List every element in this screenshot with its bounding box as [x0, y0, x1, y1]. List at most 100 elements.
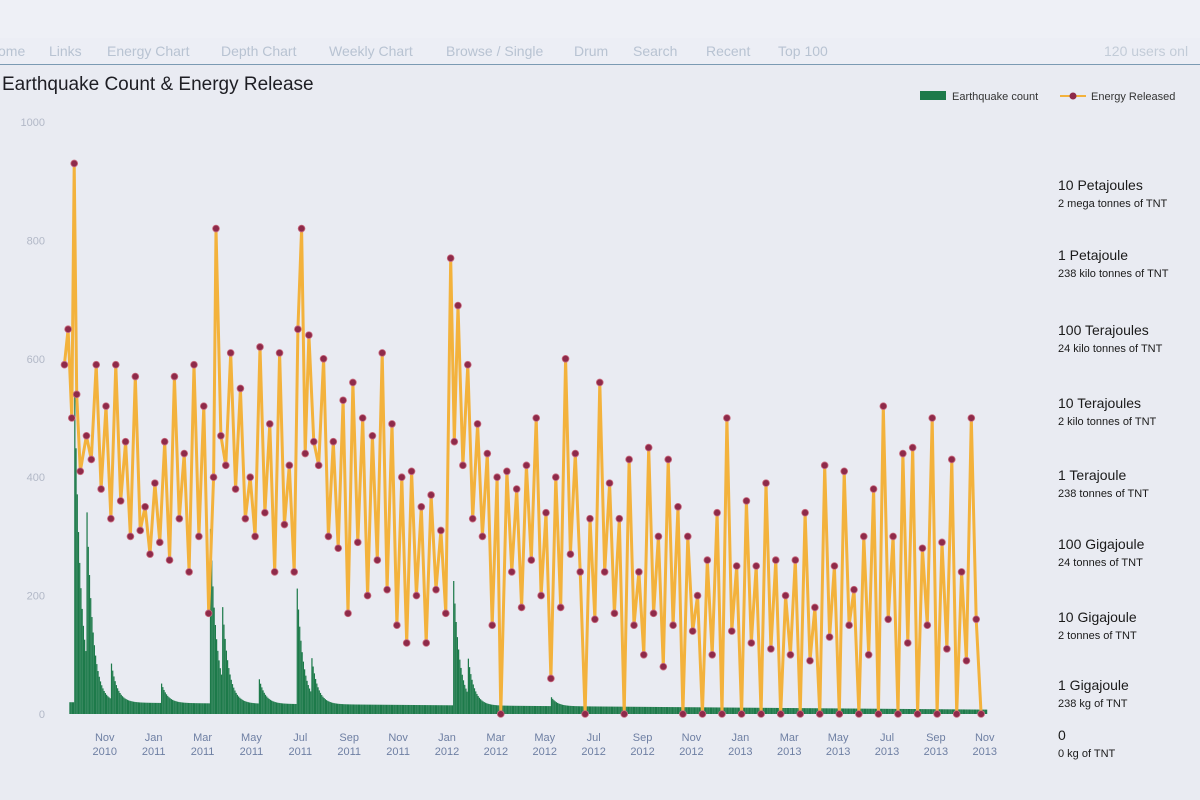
energy-point [542, 508, 550, 517]
energy-axis-tnt-label: 238 kilo tonnes of TNT [1058, 268, 1169, 280]
count-bar [927, 709, 929, 714]
count-bar [352, 704, 355, 714]
nav-recent-link[interactable]: Recent [706, 43, 751, 59]
count-bar [359, 704, 361, 714]
count-bar [901, 708, 903, 714]
nav-search-link[interactable]: Search [633, 43, 678, 59]
count-bar [889, 708, 891, 714]
energy-point [947, 455, 956, 464]
energy-point [620, 710, 629, 718]
count-bar [547, 706, 549, 714]
count-bar [278, 702, 280, 714]
nav-links-link[interactable]: Links [49, 43, 82, 59]
count-bar [913, 709, 916, 714]
count-bar [484, 702, 487, 714]
count-bar [184, 702, 186, 714]
nav-drum-link[interactable]: Drum [574, 43, 609, 59]
nav-weekly-chart-link[interactable]: Weekly Chart [329, 43, 413, 59]
count-bar [196, 703, 198, 714]
energy-point [962, 656, 971, 665]
count-bar [434, 705, 436, 714]
x-tick-year-label: 2013 [728, 746, 752, 758]
count-bar [671, 707, 674, 714]
nav-home-link[interactable]: ome [0, 43, 26, 59]
nav-top-100-link[interactable]: Top 100 [778, 43, 828, 59]
count-bar [421, 705, 423, 714]
count-bar [355, 704, 357, 714]
legend-count-swatch [920, 91, 946, 100]
count-bar [834, 708, 836, 714]
count-bar [107, 696, 109, 714]
x-tick-month-label: Jan [145, 732, 163, 744]
energy-point [92, 360, 101, 369]
energy-point [913, 710, 922, 718]
count-bar [480, 699, 482, 714]
count-bar [260, 683, 262, 714]
count-bar [337, 703, 339, 714]
energy-point [334, 544, 343, 553]
energy-point [796, 710, 805, 718]
count-bar [192, 703, 194, 714]
energy-point [116, 497, 125, 505]
count-bar [717, 707, 719, 714]
count-bar [311, 658, 313, 714]
count-bar [313, 673, 315, 714]
energy-point [314, 461, 323, 470]
count-bar [531, 705, 533, 714]
energy-axis-right: 10 Petajoules 2 mega tonnes of TNT 1 Petaj… [1058, 177, 1169, 760]
y-tick-label: 0 [39, 709, 45, 721]
count-bar [142, 702, 144, 714]
count-bar [774, 707, 776, 714]
count-bar [883, 708, 885, 714]
count-bar [328, 701, 330, 714]
count-bar [536, 705, 538, 714]
count-bar [108, 697, 110, 714]
count-bar [461, 674, 463, 714]
count-bar [76, 494, 78, 714]
count-bar [700, 707, 702, 714]
count-bar [183, 702, 185, 714]
nav-energy-chart-link[interactable]: Energy Chart [107, 43, 190, 59]
count-bar [327, 700, 329, 714]
count-bar [865, 708, 867, 714]
nav-browse-single-link[interactable]: Browse / Single [446, 43, 544, 59]
count-bar [135, 702, 137, 714]
x-tick-year-label: 2010 [93, 746, 117, 758]
count-bar [868, 708, 870, 714]
energy-point [635, 568, 643, 576]
x-tick-year-label: 2012 [581, 746, 605, 758]
count-bar [823, 708, 825, 714]
count-bar [620, 706, 622, 714]
count-bar [669, 707, 671, 714]
count-bar [220, 674, 223, 714]
x-tick-month-label: Nov [388, 732, 408, 744]
count-bar [245, 701, 247, 714]
count-bar [829, 708, 831, 714]
count-bar [88, 575, 91, 714]
count-bar [686, 707, 688, 714]
energy-point [718, 710, 726, 718]
count-bar [598, 706, 600, 714]
count-bar [460, 667, 462, 714]
count-bar [746, 707, 748, 714]
count-bar [607, 706, 609, 714]
count-bar [405, 704, 407, 714]
count-bar [231, 684, 234, 714]
count-bar [704, 707, 707, 714]
y-axis-left: 0 200 400 600 800 1000 [21, 117, 45, 721]
count-bar [737, 707, 740, 714]
count-bar [783, 707, 785, 714]
count-bar [290, 703, 292, 714]
count-bar [77, 532, 80, 714]
energy-point [146, 550, 154, 558]
count-bar [318, 690, 320, 714]
energy-point [747, 639, 756, 647]
count-bar [316, 683, 318, 714]
count-bar [131, 701, 133, 714]
count-bar [511, 705, 513, 714]
nav-depth-chart-link[interactable]: Depth Chart [221, 43, 297, 59]
count-bar [332, 702, 334, 714]
count-bar [224, 638, 226, 714]
count-bar [514, 705, 516, 714]
energy-point [654, 532, 663, 541]
